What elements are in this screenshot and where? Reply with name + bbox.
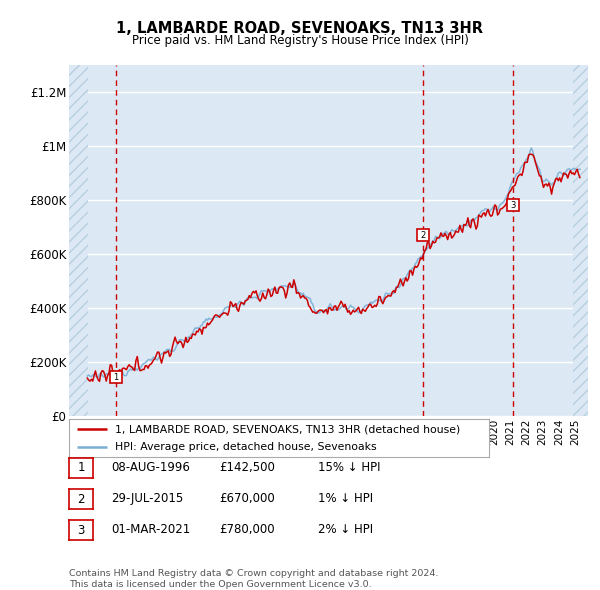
Text: 3: 3: [511, 201, 516, 210]
Text: 2% ↓ HPI: 2% ↓ HPI: [318, 523, 373, 536]
Text: 29-JUL-2015: 29-JUL-2015: [111, 492, 183, 505]
Text: £142,500: £142,500: [219, 461, 275, 474]
Text: 1, LAMBARDE ROAD, SEVENOAKS, TN13 3HR: 1, LAMBARDE ROAD, SEVENOAKS, TN13 3HR: [116, 21, 484, 35]
Text: £780,000: £780,000: [219, 523, 275, 536]
Text: HPI: Average price, detached house, Sevenoaks: HPI: Average price, detached house, Seve…: [115, 442, 377, 452]
Text: Contains HM Land Registry data © Crown copyright and database right 2024.: Contains HM Land Registry data © Crown c…: [69, 569, 439, 578]
Text: 3: 3: [77, 524, 85, 537]
Text: This data is licensed under the Open Government Licence v3.0.: This data is licensed under the Open Gov…: [69, 579, 371, 589]
Bar: [574, 65, 588, 416]
Text: 1: 1: [113, 373, 118, 382]
Text: 1, LAMBARDE ROAD, SEVENOAKS, TN13 3HR (detached house): 1, LAMBARDE ROAD, SEVENOAKS, TN13 3HR (d…: [115, 424, 460, 434]
Text: 2: 2: [420, 231, 425, 240]
Text: £670,000: £670,000: [219, 492, 275, 505]
Text: 1: 1: [77, 461, 85, 474]
Text: 01-MAR-2021: 01-MAR-2021: [111, 523, 190, 536]
Bar: [69, 65, 88, 416]
Text: 2: 2: [77, 493, 85, 506]
Text: 1% ↓ HPI: 1% ↓ HPI: [318, 492, 373, 505]
Text: 08-AUG-1996: 08-AUG-1996: [111, 461, 190, 474]
Text: Price paid vs. HM Land Registry's House Price Index (HPI): Price paid vs. HM Land Registry's House …: [131, 34, 469, 47]
Text: 15% ↓ HPI: 15% ↓ HPI: [318, 461, 380, 474]
